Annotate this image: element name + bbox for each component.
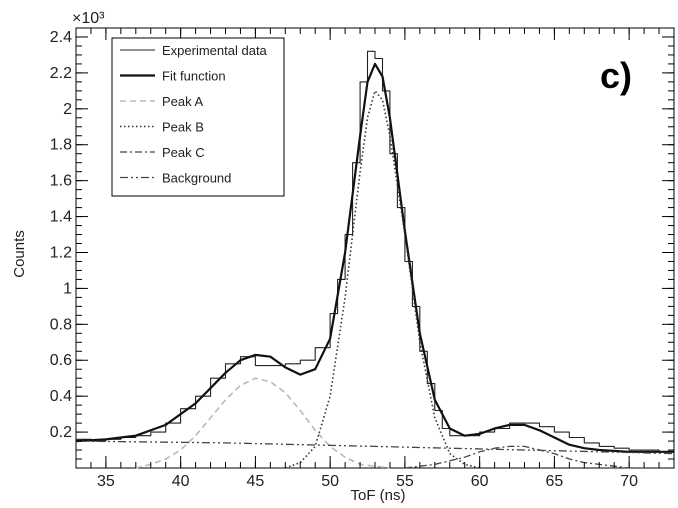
y-tick-label: 1.6 (50, 173, 72, 190)
y-tick-label: 2.4 (50, 29, 72, 46)
y-tick-label: 0.8 (50, 316, 72, 333)
series-layer (75, 50, 675, 469)
series-line-fit-function (75, 62, 674, 453)
series-line-experimental-data (76, 50, 674, 453)
y-axis-multiplier: ×10³ (72, 10, 105, 27)
series-line-background (75, 440, 675, 455)
y-tick-label: 2.2 (50, 65, 72, 82)
y-tick-label: 0.4 (50, 388, 72, 405)
legend-label: Peak A (162, 94, 204, 109)
y-tick-label: 0.2 (50, 424, 72, 441)
y-tick-label: 0.6 (50, 352, 72, 369)
series-line-peak-b (285, 90, 480, 469)
x-tick-label: 60 (471, 473, 489, 490)
x-tick-label: 55 (396, 473, 414, 490)
panel-label: c) (600, 55, 632, 96)
y-tick-label: 1.8 (50, 137, 72, 154)
legend-label: Fit function (162, 69, 226, 84)
x-tick-label: 40 (172, 473, 190, 490)
x-tick-label: 35 (97, 473, 115, 490)
legend-label: Peak C (162, 145, 205, 160)
legend-label: Background (162, 171, 231, 186)
y-tick-label: 1 (63, 280, 72, 297)
x-tick-label: 45 (247, 473, 265, 490)
x-tick-label: 65 (546, 473, 564, 490)
y-tick-label: 1.4 (50, 209, 72, 226)
y-tick-label: 2 (63, 101, 72, 118)
legend-label: Experimental data (162, 43, 268, 58)
series-line-peak-c (404, 445, 645, 469)
y-tick-label: 1.2 (50, 244, 72, 261)
series-line-peak-a (135, 377, 390, 469)
x-axis-title: ToF (ns) (350, 487, 405, 504)
legend-box (111, 37, 285, 197)
x-tick-label: 70 (620, 473, 638, 490)
legend-label: Peak B (162, 120, 204, 135)
legend: Experimental data Fit function Peak A Peak … (111, 37, 285, 197)
axes-layer: 35 40 45 50 55 60 65 70 0.2 0.4 0.6 0.8 1 1.2 1.4 1.6 1.… (50, 27, 675, 490)
x-tick-label: 50 (321, 473, 339, 490)
y-axis-title: Counts (11, 230, 28, 278)
